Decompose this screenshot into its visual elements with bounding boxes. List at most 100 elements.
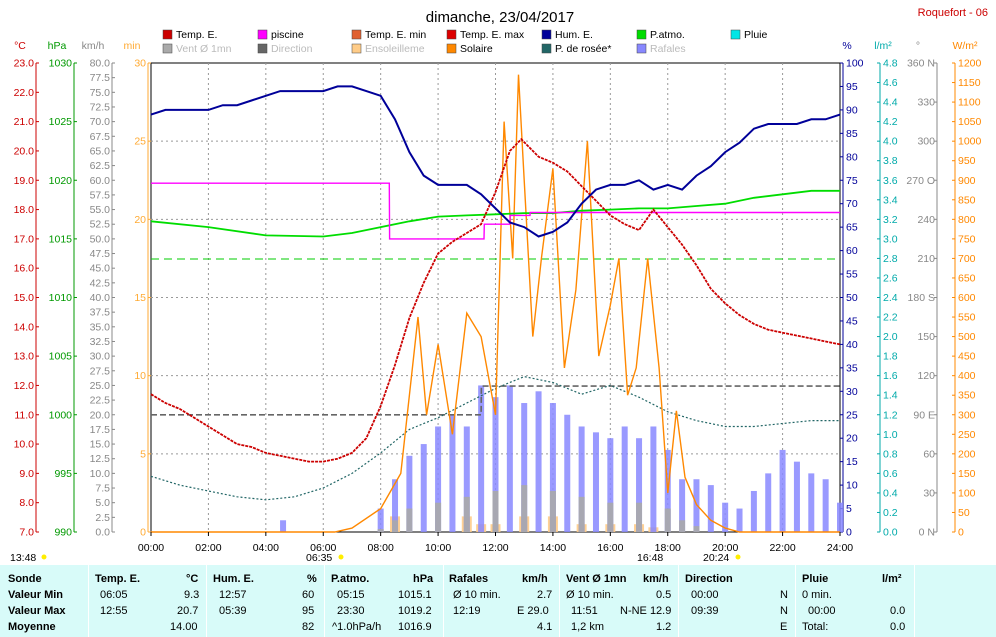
pluie-max-time: 00:00 xyxy=(808,605,836,617)
gusts-bar xyxy=(506,385,513,532)
rain-axis-label: 3.4 xyxy=(883,194,898,206)
legend-swatch xyxy=(351,43,362,54)
legend-label: Temp. E. min xyxy=(365,29,426,41)
hdr-patm-unit: hPa xyxy=(413,573,434,585)
solar-axis-label: 750 xyxy=(958,233,976,245)
time-label: 04:00 xyxy=(253,542,279,554)
gusts-bar xyxy=(549,403,556,532)
rain-axis-label: 3.8 xyxy=(883,155,898,167)
col-divider xyxy=(324,565,325,637)
pluie-max: 0.0 xyxy=(890,605,906,617)
patm-avg: 1016.9 xyxy=(398,621,432,633)
unit-label-left: min xyxy=(124,40,141,52)
wind-avg-bar xyxy=(521,485,528,532)
rain-axis-label: 1.8 xyxy=(883,351,898,363)
legend-label: Direction xyxy=(271,43,313,55)
dir-axis-label: 300 xyxy=(917,136,935,148)
hum-min: 60 xyxy=(302,589,315,601)
legend-swatch xyxy=(257,43,268,54)
legend-label: P. de rosée* xyxy=(555,43,611,55)
wind-avg-bar xyxy=(679,520,686,532)
gusts-bar xyxy=(679,479,686,532)
wind-avg-bar xyxy=(549,490,556,532)
wind-axis-label: 30.0 xyxy=(90,351,111,363)
gusts-bar xyxy=(392,479,399,532)
sunset-label: 20:24 xyxy=(703,552,729,564)
unit-label-right: l/m² xyxy=(874,40,892,52)
sun-min-axis-label: 5 xyxy=(140,448,146,460)
legend-swatch xyxy=(541,29,552,40)
row-label-avg: Moyenne xyxy=(8,621,56,633)
col-divider xyxy=(795,565,796,637)
hum-axis-label: 60 xyxy=(846,245,858,257)
dir-axis-label: 150 xyxy=(917,331,935,343)
time-label: 08:00 xyxy=(368,542,394,554)
time-label: 10:00 xyxy=(425,542,451,554)
gusts-bar xyxy=(377,508,384,532)
hpa-axis-label: 1025 xyxy=(49,116,73,128)
station-name: Roquefort - 06 xyxy=(918,7,988,19)
dir-axis-label: 90 E xyxy=(913,409,935,421)
wind-axis-label: 20.0 xyxy=(90,409,111,421)
gusts-bar xyxy=(808,473,815,532)
hdr-patm: P.atmo. xyxy=(331,573,370,585)
temp-axis-label: 22.0 xyxy=(14,87,35,99)
sunrise-dot xyxy=(338,554,344,560)
legend-swatch xyxy=(351,29,362,40)
temp-axis-label: 9.0 xyxy=(19,468,34,480)
moonrise-dot xyxy=(41,554,47,560)
legend-swatch xyxy=(257,29,268,40)
hum-axis-label: 20 xyxy=(846,433,858,445)
chart-title: dimanche, 23/04/2017 xyxy=(426,9,574,26)
unit-label-right: W/m² xyxy=(952,40,978,52)
col-divider xyxy=(678,565,679,637)
temp-axis-label: 7.0 xyxy=(19,527,34,539)
series-temperature xyxy=(150,137,841,463)
patm-max-time: 23:30 xyxy=(337,605,365,617)
wind-avg-bar xyxy=(693,526,700,532)
vent-min-label: Ø 10 min. xyxy=(566,589,614,601)
wind-axis-label: 65.0 xyxy=(90,145,111,157)
hpa-axis-label: 990 xyxy=(54,527,72,539)
legend-swatch xyxy=(162,29,173,40)
hum-axis-label: 70 xyxy=(846,198,858,210)
hum-axis-label: 75 xyxy=(846,175,858,187)
wind-axis-label: 72.5 xyxy=(90,101,111,113)
row-label-min: Valeur Min xyxy=(8,589,64,601)
gusts-bar xyxy=(722,502,729,532)
legend-swatch xyxy=(541,43,552,54)
hum-min-time: 12:57 xyxy=(219,589,247,601)
gusts-bar xyxy=(736,508,743,532)
hpa-axis-label: 1020 xyxy=(49,175,73,187)
dir-axis-label: 120 xyxy=(917,370,935,382)
unit-label-left: hPa xyxy=(48,40,67,52)
temp-min: 9.3 xyxy=(184,589,200,601)
wind-axis-label: 55.0 xyxy=(90,204,111,216)
gusts-bar xyxy=(478,385,485,532)
gusts-bar xyxy=(822,479,829,532)
sun-min-axis-label: 10 xyxy=(134,370,146,382)
rain-axis-label: 0.8 xyxy=(883,448,898,460)
legend-label: P.atmo. xyxy=(650,29,685,41)
hum-axis-label: 0 xyxy=(846,527,852,539)
left-axes: 23.0 22.0 21.0 20.0 19.0 18.0 17.0 16.0 15.0 14.0… xyxy=(14,58,151,539)
temp-axis-label: 12.0 xyxy=(14,380,35,392)
solar-axis-label: 100 xyxy=(958,487,976,499)
hdr-dir: Direction xyxy=(685,573,733,585)
gusts-bar xyxy=(837,502,843,532)
hum-max: 95 xyxy=(302,605,315,617)
dir-value-1: N xyxy=(780,589,788,601)
legend: Temp. E. piscine Temp. E. min Temp. E. max H… xyxy=(162,29,768,55)
solar-axis-label: 800 xyxy=(958,214,976,226)
raf-max-time: 12:19 xyxy=(453,605,481,617)
dir-axis-label: 240 xyxy=(917,214,935,226)
sun-min-axis-label: 25 xyxy=(134,136,146,148)
hum-axis-label: 35 xyxy=(846,362,858,374)
rain-axis-label: 3.2 xyxy=(883,214,898,226)
dir-axis-label: 360 N xyxy=(907,58,935,70)
rain-axis-label: 1.2 xyxy=(883,409,898,421)
rain-axis-label: 0.4 xyxy=(883,487,898,499)
temp-axis-label: 13.0 xyxy=(14,351,35,363)
temp-axis-label: 23.0 xyxy=(14,58,35,70)
wind-avg-bar xyxy=(578,496,585,532)
